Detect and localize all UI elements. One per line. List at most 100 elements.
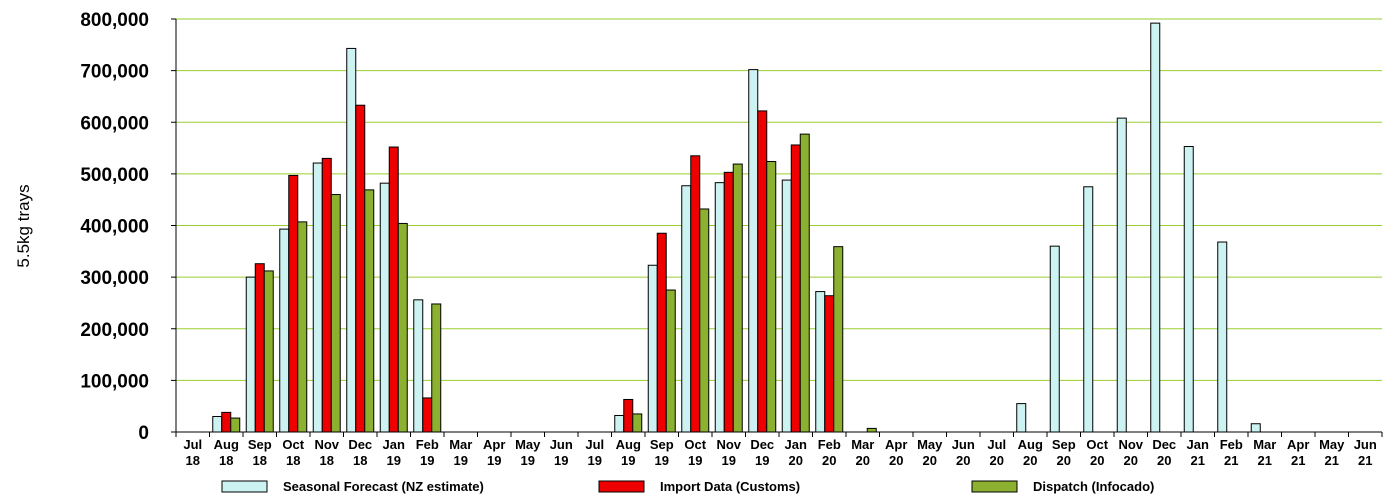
x-tick-label-month: Sep xyxy=(650,437,674,452)
x-tick-label-year: 19 xyxy=(655,453,669,468)
bar-3 xyxy=(799,133,810,433)
x-tick-label-year: 19 xyxy=(588,453,602,468)
x-tick-label-year: 20 xyxy=(923,453,937,468)
x-tick-label-year: 18 xyxy=(219,453,233,468)
x-tick-label-month: May xyxy=(515,437,541,452)
bar-2 xyxy=(690,155,701,433)
bar-1 xyxy=(614,414,625,433)
x-tick-label-year: 19 xyxy=(722,453,736,468)
bar-1 xyxy=(1016,403,1027,433)
x-tick-label-year: 19 xyxy=(454,453,468,468)
bar-1 xyxy=(748,69,759,433)
bar-3 xyxy=(297,221,308,433)
x-tick-label-month: Apr xyxy=(885,437,907,452)
x-tick-label-month: Nov xyxy=(314,437,339,452)
legend-swatch xyxy=(221,480,268,493)
x-tick-label-year: 19 xyxy=(621,453,635,468)
legend-label: Dispatch (Infocado) xyxy=(1033,479,1154,494)
x-tick-label-month: Feb xyxy=(1220,437,1243,452)
bar-3 xyxy=(364,189,375,433)
x-tick-label-year: 21 xyxy=(1325,453,1339,468)
x-tick-label-month: Jul xyxy=(183,437,202,452)
bar-1 xyxy=(647,264,658,433)
x-tick-label-month: Mar xyxy=(851,437,874,452)
x-tick-label-month: Sep xyxy=(248,437,272,452)
bar-3 xyxy=(732,163,743,433)
bar-3 xyxy=(330,194,341,433)
bar-2 xyxy=(388,146,399,433)
bar-1 xyxy=(1150,22,1161,433)
x-tick-label-month: Sep xyxy=(1052,437,1076,452)
bar-1 xyxy=(1116,117,1127,433)
x-tick-label-month: Oct xyxy=(684,437,706,452)
bar-3 xyxy=(263,270,274,433)
bars xyxy=(212,22,1261,433)
x-tick-label-year: 21 xyxy=(1358,453,1372,468)
bar-1 xyxy=(312,162,323,433)
x-tick-label-month: Jun xyxy=(952,437,975,452)
bar-2 xyxy=(422,397,433,433)
x-tick-label-month: Oct xyxy=(1086,437,1108,452)
y-tick-label: 200,000 xyxy=(80,320,149,341)
x-tick-label-year: 18 xyxy=(353,453,367,468)
x-tick-label-month: Nov xyxy=(716,437,741,452)
bar-1 xyxy=(815,291,826,433)
x-tick-label-month: Jan xyxy=(383,437,405,452)
bar-1 xyxy=(279,228,290,433)
x-tick-label-month: Jun xyxy=(550,437,573,452)
y-tick-label: 400,000 xyxy=(80,217,149,238)
bar-1 xyxy=(681,185,692,433)
bar-2 xyxy=(824,295,835,433)
x-tick-label-year: 20 xyxy=(789,453,803,468)
x-tick-label-year: 19 xyxy=(487,453,501,468)
legend-label: Import Data (Customs) xyxy=(660,479,800,494)
x-tick-label-month: May xyxy=(1319,437,1345,452)
bar-2 xyxy=(254,263,265,433)
x-tick-label-month: Jan xyxy=(785,437,807,452)
x-tick-label-year: 19 xyxy=(521,453,535,468)
x-tick-label-month: Aug xyxy=(616,437,641,452)
x-tick-label-month: May xyxy=(917,437,943,452)
bar-2 xyxy=(757,110,768,433)
x-tick-label-year: 20 xyxy=(889,453,903,468)
bar-1 xyxy=(1183,146,1194,433)
bar-1 xyxy=(245,276,256,433)
legend-label: Seasonal Forecast (NZ estimate) xyxy=(283,479,484,494)
bar-1 xyxy=(413,299,424,433)
x-tick-label-month: Feb xyxy=(416,437,439,452)
bar-1 xyxy=(379,182,390,433)
x-tick-label-year: 18 xyxy=(186,453,200,468)
bar-1 xyxy=(346,47,357,433)
bar-3 xyxy=(632,413,643,433)
y-axis-label: 5.5kg trays xyxy=(14,184,33,267)
x-tick-label-year: 20 xyxy=(1057,453,1071,468)
legend-entry-2: Import Data (Customs) xyxy=(598,479,800,494)
x-tick-label-month: Jun xyxy=(1354,437,1377,452)
x-tick-label-year: 21 xyxy=(1224,453,1238,468)
bar-1 xyxy=(714,182,725,433)
bar-1 xyxy=(1250,423,1261,433)
x-tick-label-month: Jan xyxy=(1187,437,1209,452)
bar-3 xyxy=(766,160,777,433)
x-tick-label-year: 20 xyxy=(956,453,970,468)
x-tick-label-month: Dec xyxy=(1152,437,1176,452)
bar-1 xyxy=(212,416,223,433)
x-tick-label-year: 19 xyxy=(755,453,769,468)
y-tick-label: 800,000 xyxy=(80,10,149,31)
x-tick-label-year: 18 xyxy=(286,453,300,468)
x-tick-label-year: 19 xyxy=(420,453,434,468)
bar-2 xyxy=(355,104,366,433)
y-tick-label: 500,000 xyxy=(80,165,149,186)
bar-2 xyxy=(288,174,299,433)
legend: Seasonal Forecast (NZ estimate) Import Da… xyxy=(221,479,1154,494)
bar-1 xyxy=(1049,245,1060,433)
x-tick-label-year: 20 xyxy=(1023,453,1037,468)
bar-3 xyxy=(230,417,241,433)
x-tick-label-year: 20 xyxy=(1157,453,1171,468)
bar-1 xyxy=(1217,241,1228,433)
x-tick-label-month: Aug xyxy=(214,437,239,452)
bar-2 xyxy=(221,411,232,433)
x-tick-label-year: 21 xyxy=(1291,453,1305,468)
bar-2 xyxy=(321,157,332,433)
